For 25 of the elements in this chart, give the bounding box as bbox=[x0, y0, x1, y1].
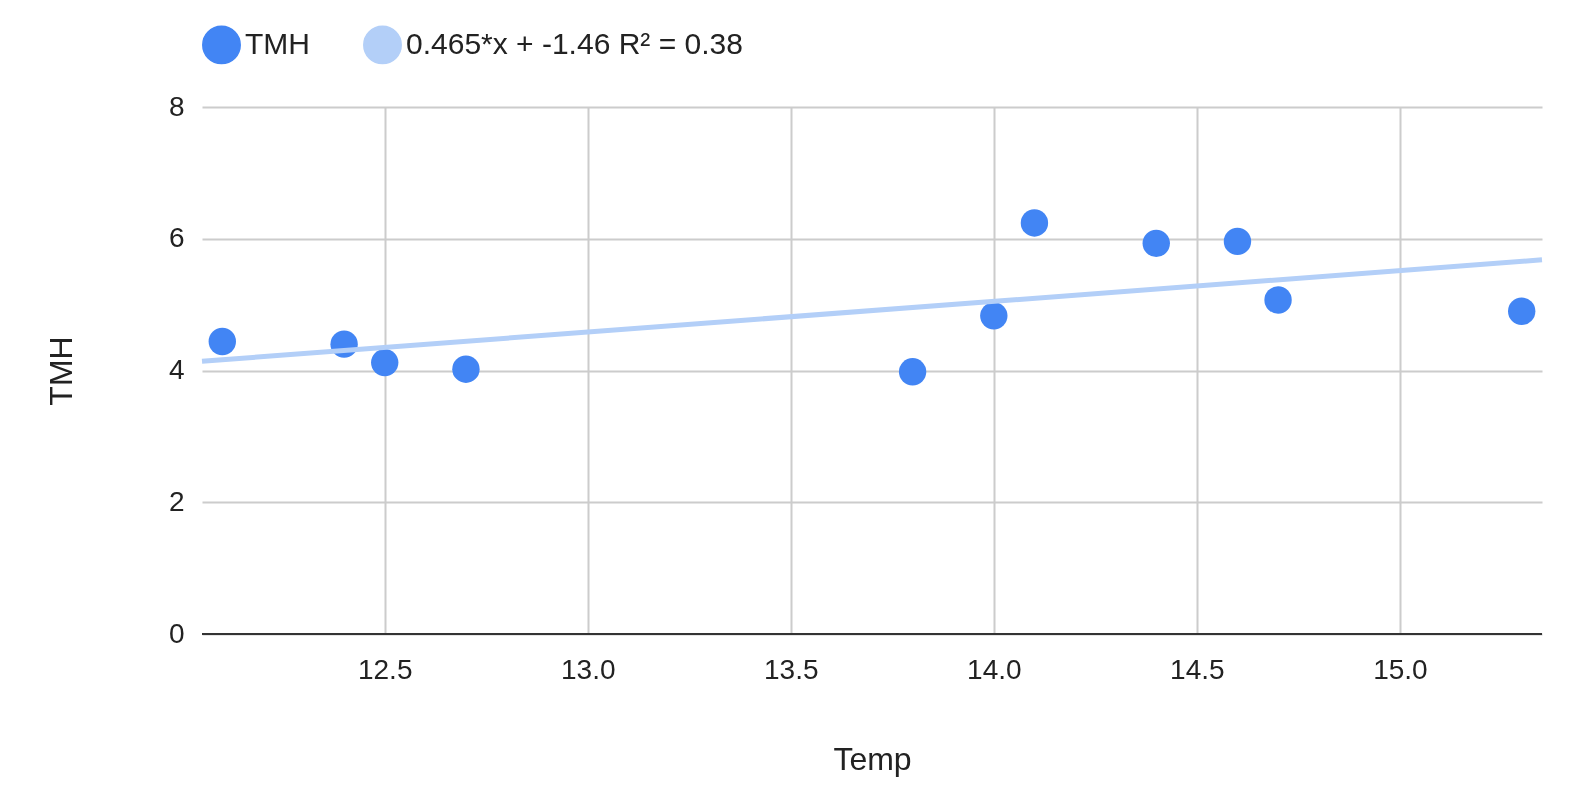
x-tick-label: 12.5 bbox=[357, 653, 413, 685]
point bbox=[208, 327, 236, 356]
point bbox=[898, 358, 927, 386]
x-tick-label: 13.0 bbox=[561, 653, 616, 685]
y-tick-label: 8 bbox=[168, 90, 185, 122]
point bbox=[1264, 286, 1292, 314]
y-tick-label: 6 bbox=[168, 222, 185, 254]
point bbox=[452, 355, 480, 383]
x-tick-label: 15.0 bbox=[1373, 653, 1428, 685]
point bbox=[1508, 297, 1536, 325]
x-tick-label: 14.0 bbox=[967, 653, 1022, 685]
point bbox=[1020, 209, 1049, 237]
x-tick-label: 14.5 bbox=[1170, 653, 1225, 685]
point bbox=[980, 302, 1008, 330]
point bbox=[1223, 227, 1252, 256]
y-tick-label: 4 bbox=[168, 354, 185, 385]
point bbox=[1142, 229, 1170, 258]
legend-label: 0.465*x + -1.46 R² = 0.38 bbox=[406, 26, 743, 60]
y-axis-title: TMH bbox=[42, 336, 79, 406]
point bbox=[371, 348, 399, 377]
x-tick-label: 13.5 bbox=[764, 653, 819, 685]
legend-label: TMH bbox=[245, 26, 310, 60]
y-tick-label: 0 bbox=[168, 617, 185, 649]
y-tick-label: 2 bbox=[168, 485, 185, 517]
x-axis-title: Temp bbox=[833, 740, 912, 777]
